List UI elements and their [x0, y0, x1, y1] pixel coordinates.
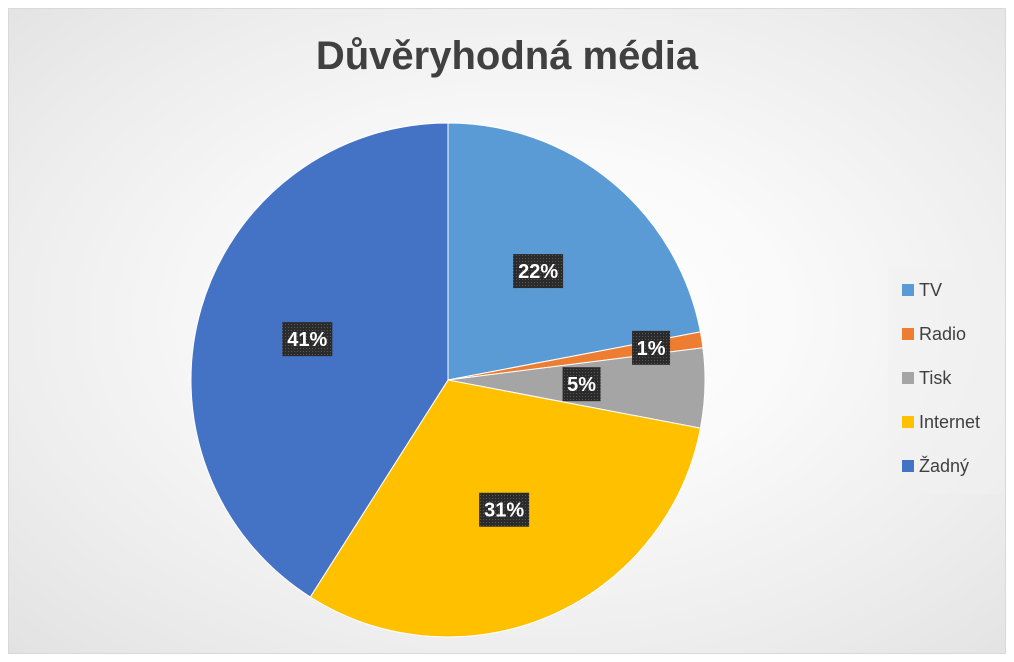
legend-label: Tisk — [919, 367, 952, 388]
legend-item-tv: TV — [902, 278, 942, 302]
pie-slice-zadny — [190, 122, 449, 598]
pie-slice-tv — [447, 122, 702, 381]
chart-legend: TV Radio Tisk Internet Žadný — [888, 268, 1004, 494]
chart-title: Důvěryhodná média — [315, 34, 699, 78]
legend-swatch — [902, 284, 914, 296]
legend-label: Internet — [919, 411, 981, 432]
data-label-text: 22% — [518, 261, 558, 283]
legend-item-tisk: Tisk — [902, 366, 951, 390]
legend-swatch — [902, 460, 914, 472]
data-label-tisk: 5% — [562, 367, 601, 402]
data-label-text: 1% — [637, 338, 666, 360]
data-label-radio: 1% — [632, 330, 671, 365]
data-label-box — [562, 367, 601, 402]
legend-item-zadny: Žadný — [902, 454, 969, 478]
legend-item-internet: Internet — [902, 410, 980, 434]
data-label-zadny: 41% — [282, 322, 333, 357]
data-label-box — [282, 322, 333, 357]
legend-swatch — [902, 328, 914, 340]
legend-label: Žadný — [919, 455, 970, 476]
data-label-internet: 31% — [479, 492, 530, 527]
data-label-text: 41% — [287, 329, 327, 351]
data-label-box — [513, 254, 564, 289]
legend-swatch — [902, 372, 914, 384]
legend-item-radio: Radio — [902, 322, 966, 346]
legend-swatch — [902, 416, 914, 428]
data-label-text: 31% — [484, 500, 524, 522]
legend-label: TV — [919, 279, 943, 300]
data-label-text: 5% — [567, 374, 596, 396]
legend-label: Radio — [919, 323, 967, 344]
data-label-box — [479, 492, 530, 527]
data-label-tv: 22% — [513, 254, 564, 289]
data-label-box — [632, 330, 671, 365]
